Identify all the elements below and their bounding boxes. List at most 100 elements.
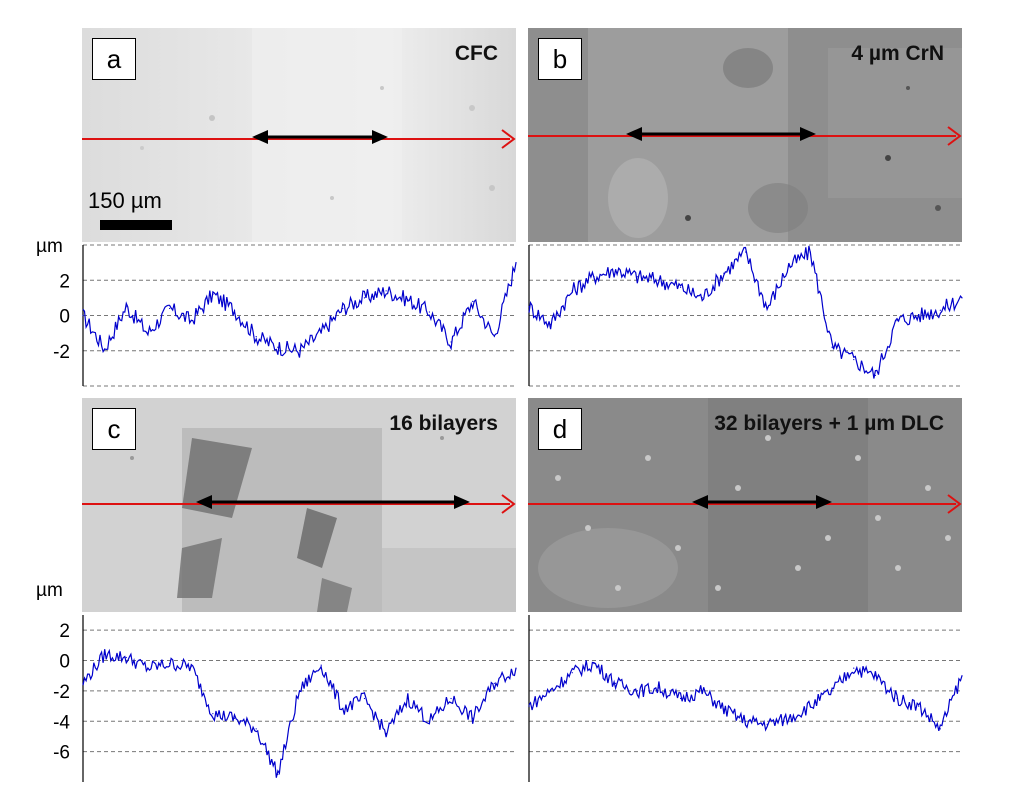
profile-point-a	[212, 293, 214, 295]
profile-point-b	[766, 307, 768, 310]
profile-point-c	[104, 653, 106, 656]
profile-point-b	[831, 346, 833, 348]
profile-point-c	[125, 656, 127, 659]
micrograph-d-image	[528, 398, 962, 612]
panel-letter-d: d	[538, 408, 582, 450]
profile-point-d	[766, 723, 768, 725]
profile-point-d	[723, 708, 725, 710]
profile-series-b	[528, 245, 963, 379]
profile-point-d	[701, 690, 703, 692]
profile-point-b	[615, 269, 617, 271]
profile-point-c	[212, 713, 214, 715]
profile-point-a	[493, 336, 495, 338]
micrograph-d: d 32 bilayers + 1 µm DLC	[528, 398, 962, 612]
profile-point-c	[450, 697, 452, 700]
profile-point-d	[961, 675, 963, 677]
profile-point-c	[493, 682, 495, 684]
profile-point-a	[147, 332, 149, 334]
profile-point-a	[277, 346, 279, 348]
profile-point-d	[918, 705, 920, 707]
profile-series-a	[82, 262, 517, 358]
profile-point-a	[104, 348, 106, 350]
profile-point-d	[593, 662, 595, 665]
profile-point-c	[472, 717, 474, 719]
y-unit-label-a: µm	[36, 236, 63, 257]
profile-point-a	[82, 314, 84, 317]
profile-point-b	[679, 286, 682, 288]
profile-point-c	[407, 697, 409, 700]
profile-point-b	[636, 276, 638, 278]
y-tick-label-a: 0	[59, 307, 70, 328]
micrograph-b: b 4 µm CrN	[528, 28, 962, 242]
profile-point-d	[615, 682, 617, 684]
profile-point-d	[939, 728, 941, 730]
profile-point-d	[853, 667, 855, 669]
scale-bar-label: 150 µm	[88, 188, 162, 213]
profile-point-d	[809, 705, 812, 707]
profile-point-b	[528, 306, 530, 308]
profile-point-c	[82, 682, 84, 684]
profile-point-c	[320, 664, 322, 666]
profile-point-a	[169, 307, 171, 310]
profile-point-b	[593, 276, 595, 278]
y-tick-label-a: -2	[53, 342, 70, 363]
profile-point-d	[831, 690, 833, 692]
panel-title-a: CFC	[454, 42, 498, 65]
profile-point-d	[788, 717, 790, 719]
panel-title-b: 4 µm CrN	[851, 42, 944, 65]
profile-series-d	[528, 660, 963, 732]
profile-point-a	[515, 262, 517, 264]
profile-point-b	[701, 297, 703, 299]
profile-point-a	[298, 350, 301, 352]
profile-point-b	[809, 251, 812, 253]
y-tick-label-c: 0	[59, 652, 70, 673]
profile-point-d	[679, 697, 682, 700]
profile-point-d	[896, 697, 898, 700]
profile-point-c	[428, 720, 430, 722]
profile-point-c	[255, 728, 257, 730]
y-tick-label-a: 2	[59, 271, 70, 292]
profile-point-b	[571, 290, 573, 292]
micrograph-c: c 16 bilayers	[82, 398, 516, 612]
profile-point-d	[874, 675, 877, 677]
micrograph-c-image	[82, 398, 516, 612]
profile-point-b	[961, 297, 963, 299]
profile-point-a	[428, 311, 430, 313]
profile-point-a	[342, 307, 344, 310]
panel-title-d: 32 bilayers + 1 µm DLC	[714, 412, 944, 435]
profile-point-a	[385, 290, 387, 292]
profile-point-c	[385, 732, 387, 735]
profile-point-b	[874, 374, 877, 377]
y-tick-label-c: -4	[53, 712, 70, 733]
profile-point-b	[896, 320, 898, 322]
profile-point-a	[255, 336, 257, 338]
profile-point-b	[918, 314, 920, 317]
profile-point-c	[147, 667, 149, 669]
profile-point-a	[363, 297, 366, 299]
profile-point-d	[658, 687, 660, 689]
profile-point-c	[363, 697, 366, 700]
micrograph-a: a CFC 150 µm	[82, 28, 516, 242]
profile-point-c	[342, 708, 344, 710]
profile-point-c	[298, 690, 301, 692]
profile-point-c	[277, 773, 279, 776]
profile-point-a	[125, 306, 127, 308]
profile-point-b	[788, 265, 790, 267]
profile-point-a	[233, 309, 236, 311]
profile-point-d	[528, 705, 530, 707]
panel-title-c: 16 bilayers	[389, 412, 498, 435]
profile-point-d	[571, 672, 573, 674]
profile-point-a	[320, 332, 322, 334]
profile-point-c	[515, 667, 517, 669]
panel-letter-c: c	[92, 408, 136, 450]
profile-point-b	[939, 309, 941, 311]
profile-point-d	[744, 720, 747, 722]
profile-point-b	[723, 272, 725, 274]
y-tick-label-c: -2	[53, 682, 70, 703]
y-unit-label-c: µm	[36, 580, 63, 601]
panel-letter-b: b	[538, 38, 582, 80]
profile-point-c	[190, 666, 192, 668]
profile-point-a	[407, 299, 409, 301]
profile-point-b	[550, 323, 552, 325]
